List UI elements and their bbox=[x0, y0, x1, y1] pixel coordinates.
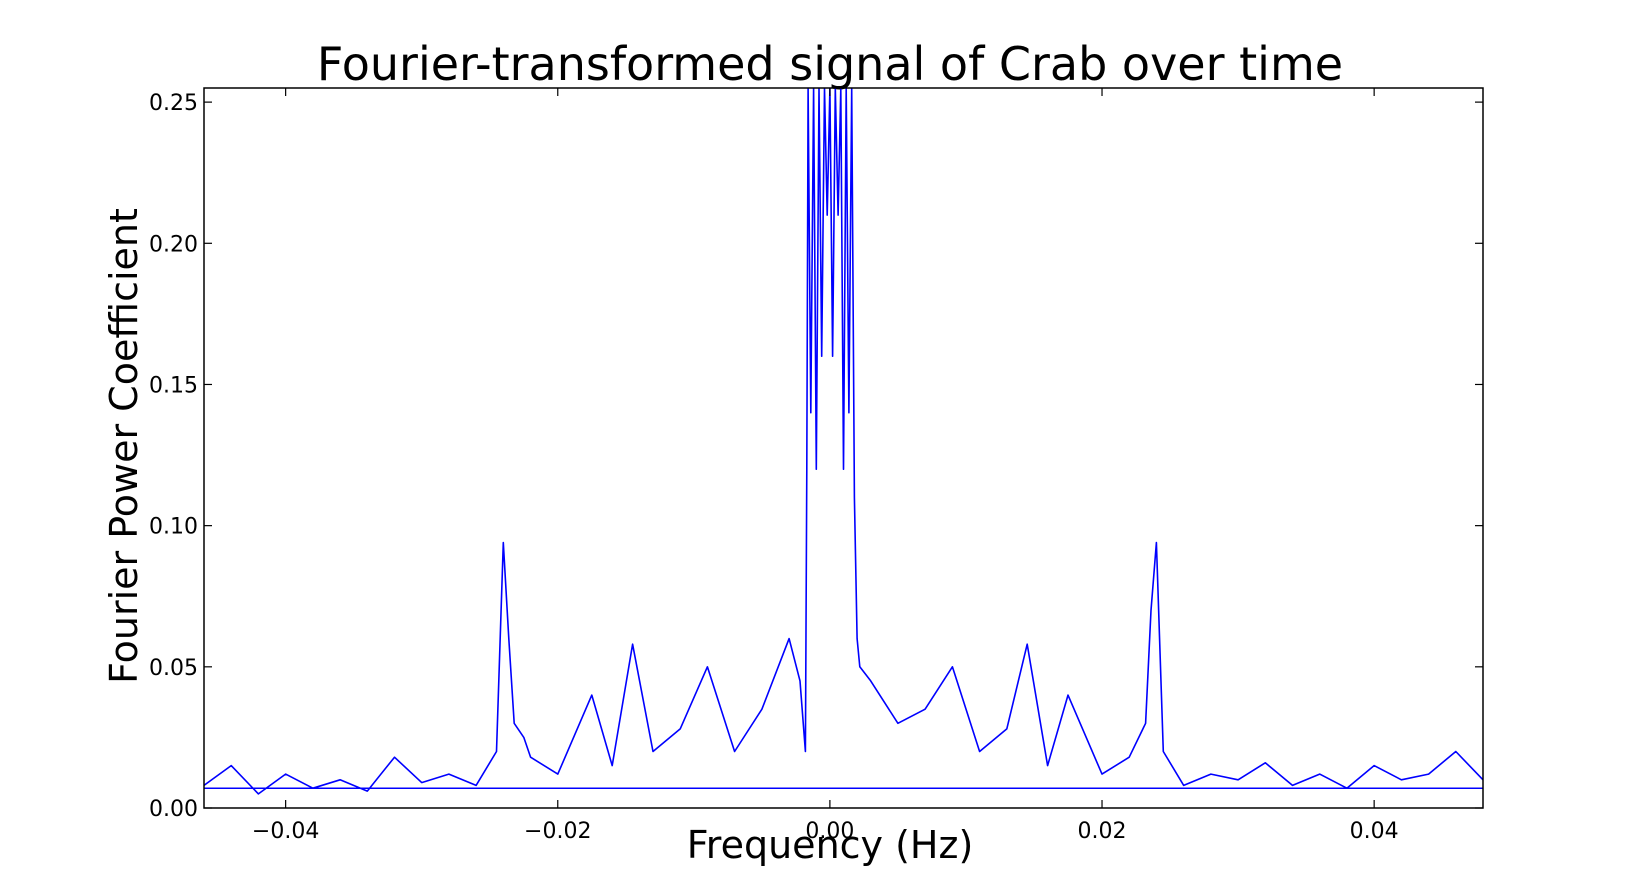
y-tick-label: 0.15 bbox=[149, 373, 198, 398]
x-tick-label: 0.00 bbox=[805, 819, 854, 844]
x-tick-label: −0.04 bbox=[252, 819, 319, 844]
y-tick-label: 0.10 bbox=[149, 515, 198, 540]
y-tick-label: 0.05 bbox=[149, 656, 198, 681]
x-tick-label: −0.02 bbox=[524, 819, 591, 844]
series-line-0 bbox=[204, 88, 1483, 795]
chart-title: Fourier-transformed signal of Crab over … bbox=[317, 37, 1343, 91]
x-tick-label: 0.02 bbox=[1078, 819, 1127, 844]
y-axis-label: Fourier Power Coefficient bbox=[102, 208, 146, 684]
plot-frame bbox=[203, 87, 1484, 809]
y-tick-label: 0.00 bbox=[149, 797, 198, 822]
y-tick-label: 0.20 bbox=[149, 232, 198, 257]
plot-area: −0.04 −0.02 0.00 0.02 0.04 0.00 0.05 0.10 0.15 0.… bbox=[149, 87, 1484, 844]
x-tick-label: 0.04 bbox=[1350, 819, 1399, 844]
x-axis-label: Frequency (Hz) bbox=[687, 823, 974, 867]
y-tick-label: 0.25 bbox=[149, 91, 198, 116]
